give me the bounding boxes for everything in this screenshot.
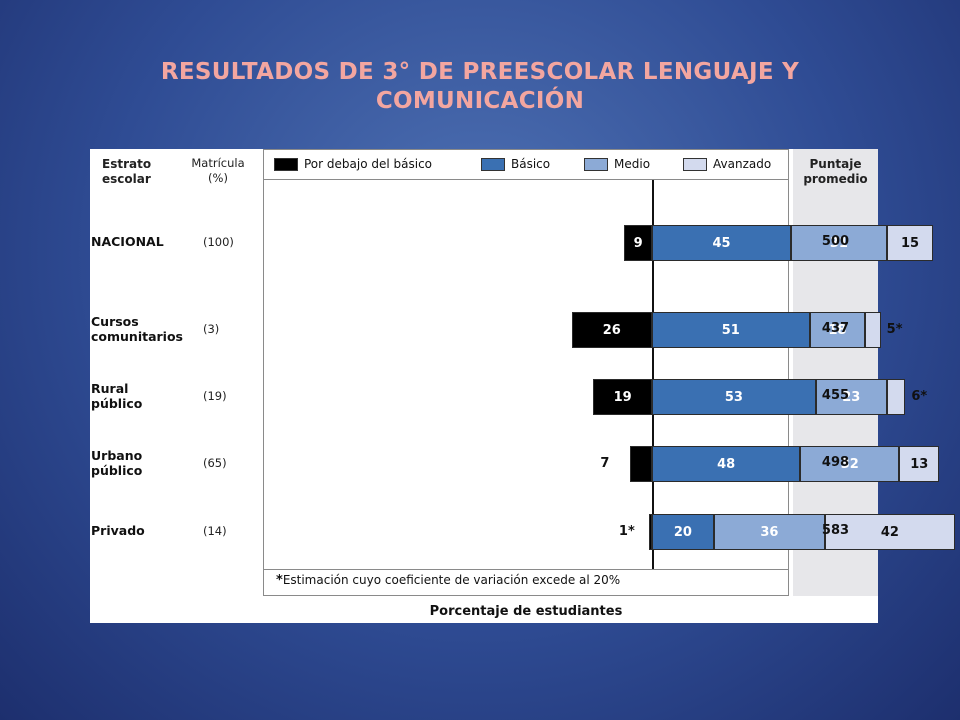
- legend-label-advanced: Avanzado: [713, 157, 772, 171]
- footnote-divider: [264, 569, 788, 570]
- row-score-0: 500: [821, 234, 850, 249]
- bar-advanced-1: [865, 312, 881, 348]
- legend-swatch-advanced: [683, 157, 707, 171]
- bar-label-medium-4: 36: [760, 524, 779, 540]
- row-enrollment-0: (100): [203, 235, 234, 249]
- bar-below-basic-2: 19: [593, 379, 652, 415]
- bar-below-basic-0: 9: [624, 225, 652, 261]
- row-score-1: 437: [821, 321, 850, 336]
- bar-basic-1: 51: [652, 312, 810, 348]
- row-label-line-1: Privado: [91, 523, 145, 538]
- page-title: RESULTADOS DE 3° DE PREESCOLAR LENGUAJE …: [80, 58, 880, 116]
- bar-medium-2: 23: [815, 379, 887, 415]
- bar-label-below-basic-3: 7: [600, 456, 610, 471]
- bar-advanced-0: 15: [886, 225, 934, 261]
- bar-label-below-basic-1: 26: [602, 322, 621, 338]
- row-enrollment-2: (19): [203, 389, 227, 403]
- row-label-line-1: NACIONAL: [91, 234, 164, 249]
- row-label-2: Rural público: [91, 381, 142, 411]
- row-enrollment-3: (65): [203, 456, 227, 470]
- score-header: Puntaje promedio: [793, 157, 878, 187]
- bar-advanced-2: [886, 379, 906, 415]
- legend-swatch-basic: [481, 157, 505, 171]
- bar-label-medium-1: 18: [828, 322, 847, 338]
- legend-item-basic: Básico: [481, 157, 550, 171]
- footnote-text: Estimación cuyo coeficiente de variación…: [282, 573, 621, 587]
- bar-label-below-basic-0: 9: [633, 235, 643, 251]
- chart-area: Por debajo del básico Básico Medio Avanz…: [263, 149, 955, 596]
- bar-label-basic-0: 45: [712, 235, 731, 251]
- legend-label-below-basic: Por debajo del básico: [304, 157, 433, 171]
- bar-basic-4: 20: [652, 514, 714, 550]
- footnote: *Estimación cuyo coeficiente de variació…: [276, 573, 620, 588]
- title-line-1: RESULTADOS DE 3° DE PREESCOLAR LENGUAJE …: [160, 59, 800, 85]
- x-axis-label: Porcentaje de estudiantes: [429, 604, 623, 619]
- legend-label-basic: Básico: [511, 157, 551, 171]
- row-label-0: NACIONAL: [91, 234, 164, 249]
- bar-basic-0: 45: [652, 225, 792, 261]
- bar-label-advanced-0: 15: [900, 235, 920, 251]
- bar-label-basic-1: 51: [721, 322, 740, 338]
- row-label-line-2: público: [91, 463, 143, 478]
- bar-basic-3: 48: [652, 446, 801, 482]
- bar-below-basic-3: [630, 446, 652, 482]
- bar-label-medium-0: 31: [829, 235, 848, 251]
- strata-header-line-2: escolar: [102, 172, 151, 186]
- bar-label-medium-3: 32: [840, 456, 859, 472]
- score-header-line-2: promedio: [803, 172, 868, 186]
- legend-item-medium: Medio: [584, 157, 650, 171]
- bar-medium-4: 36: [713, 514, 826, 550]
- row-score-3: 498: [821, 455, 850, 470]
- row-label-line-2: público: [91, 396, 143, 411]
- row-label-4: Privado: [91, 523, 145, 538]
- row-label-line-1: Rural: [91, 381, 129, 396]
- row-label-1: Cursos comunitarios: [91, 314, 183, 344]
- chart-panel: Estrato escolar Matrícula (%) Puntaje pr…: [90, 149, 955, 623]
- legend-label-medium: Medio: [614, 157, 651, 171]
- legend-swatch-medium: [584, 157, 608, 171]
- enrollment-header: Matrícula (%): [190, 156, 246, 186]
- zero-axis-line: [652, 180, 654, 569]
- bar-advanced-4: 42: [825, 514, 955, 550]
- bar-label-advanced-3: 13: [910, 456, 929, 472]
- bar-label-basic-3: 48: [717, 456, 736, 472]
- bar-label-advanced-1: 5*: [886, 322, 903, 337]
- legend-swatch-below-basic: [274, 157, 298, 171]
- legend-divider: [264, 179, 788, 180]
- bar-medium-3: 32: [800, 446, 900, 482]
- bar-below-basic-1: 26: [571, 312, 652, 348]
- row-score-4: 583: [821, 523, 850, 538]
- enrollment-header-line-1: Matrícula: [191, 156, 245, 170]
- bar-label-basic-2: 53: [724, 389, 743, 405]
- strata-header: Estrato escolar: [102, 157, 151, 187]
- row-score-2: 455: [821, 388, 850, 403]
- legend-item-below-basic: Por debajo del básico: [274, 157, 432, 171]
- score-header-line-1: Puntaje: [809, 157, 862, 171]
- bar-medium-0: 31: [791, 225, 887, 261]
- bar-basic-2: 53: [652, 379, 816, 415]
- bar-advanced-3: 13: [899, 446, 940, 482]
- bar-label-advanced-4: 42: [880, 524, 899, 540]
- bar-below-basic-4: [648, 514, 652, 550]
- bar-label-below-basic-2: 19: [613, 389, 632, 405]
- row-enrollment-1: (3): [203, 322, 220, 336]
- bar-label-below-basic-4: 1*: [618, 524, 635, 539]
- row-label-line-1: Urbano: [91, 448, 143, 463]
- enrollment-header-line-2: (%): [208, 171, 228, 185]
- bar-medium-1: 18: [809, 312, 866, 348]
- row-enrollment-4: (14): [203, 524, 227, 538]
- legend-item-advanced: Avanzado: [683, 157, 771, 171]
- row-label-line-2: comunitarios: [91, 329, 183, 344]
- row-label-3: Urbano público: [91, 448, 142, 478]
- footnote-star: *: [276, 573, 283, 588]
- bar-label-basic-4: 20: [673, 524, 692, 540]
- bar-label-medium-2: 23: [842, 389, 861, 405]
- strata-header-line-1: Estrato: [102, 157, 152, 171]
- bar-label-advanced-2: 6*: [911, 389, 928, 404]
- title-line-2: COMUNICACIÓN: [375, 88, 585, 114]
- row-label-line-1: Cursos: [91, 314, 139, 329]
